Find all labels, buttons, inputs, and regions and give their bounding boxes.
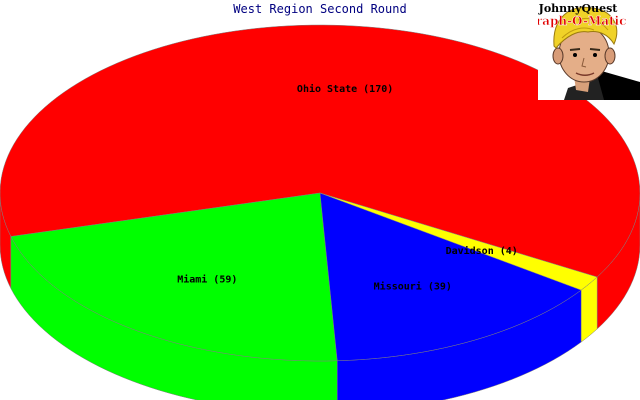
logo-line2: Graph-O-Matic xyxy=(538,14,626,28)
pie-labels: Ohio State (170) Miami (59) Missouri (39) D… xyxy=(177,83,518,293)
slice-label-miami: Miami (59) xyxy=(177,274,237,286)
pie-slice-miami xyxy=(10,192,338,362)
slice-label-missouri: Missouri (39) xyxy=(374,281,452,293)
pie-sides xyxy=(0,192,640,400)
pie-slice-davidson xyxy=(319,192,598,291)
pie-slice-missouri xyxy=(319,192,582,362)
pie-top xyxy=(0,24,640,362)
chart-title: West Region Second Round xyxy=(233,2,407,16)
johnnyquest-logo: JohnnyQuest Graph-O-Matic xyxy=(538,0,640,100)
slice-label-davidson: Davidson (4) xyxy=(446,245,518,257)
slice-label-ohio-state: Ohio State (170) xyxy=(297,83,393,95)
pie-slice-ohio-state xyxy=(0,24,640,278)
logo-line1: JohnnyQuest xyxy=(538,2,618,15)
